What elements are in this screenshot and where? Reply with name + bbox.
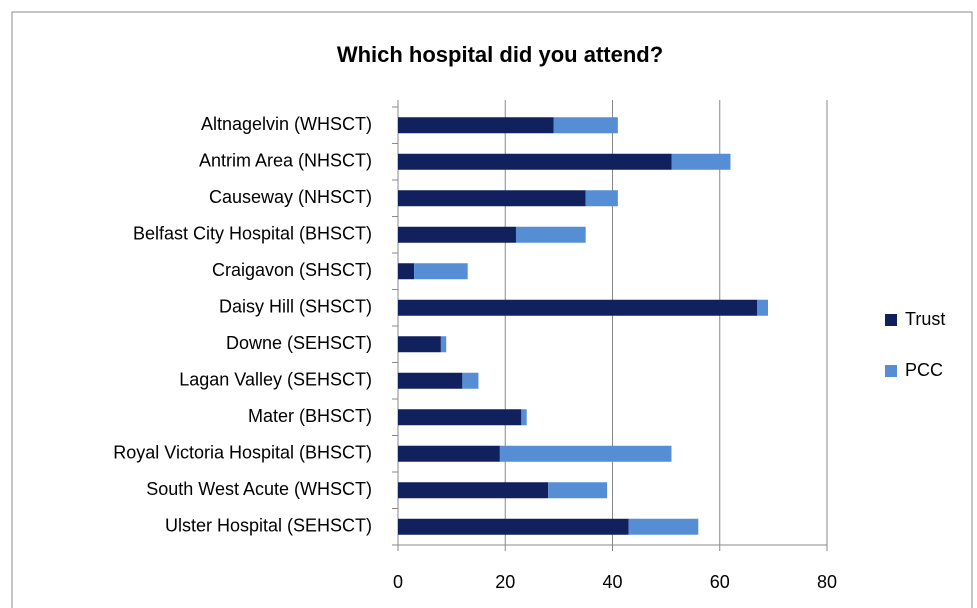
bar-segment (398, 263, 415, 280)
y-tick-label: Causeway (NHSCT) (209, 187, 372, 207)
y-tick-label: Downe (SEHSCT) (226, 333, 372, 353)
bar-segment (398, 190, 586, 207)
y-tick-label: Daisy Hill (SHSCT) (219, 297, 372, 317)
x-tick-label: 80 (817, 572, 837, 592)
bar-segment (548, 482, 608, 499)
y-tick-label: Craigavon (SHSCT) (212, 260, 372, 280)
bar-segment (398, 226, 516, 243)
y-tick-label: Belfast City Hospital (BHSCT) (133, 224, 372, 244)
bar-segment (757, 299, 769, 316)
legend-swatch (885, 314, 897, 326)
y-tick-label: Royal Victoria Hospital (BHSCT) (113, 443, 372, 463)
bar-segment (398, 445, 500, 462)
legend-label: Trust (905, 309, 945, 329)
y-tick-label: Altnagelvin (WHSCT) (201, 114, 372, 134)
x-tick-label: 60 (710, 572, 730, 592)
bar-segment (398, 409, 522, 426)
bar-segment (398, 336, 441, 353)
chart-title: Which hospital did you attend? (337, 42, 663, 67)
bar-segment (499, 445, 672, 462)
bar-segment (398, 117, 554, 134)
x-tick-label: 20 (495, 572, 515, 592)
legend-swatch (885, 365, 897, 377)
bar-segment (671, 153, 731, 170)
bar-segment (440, 336, 447, 353)
bar-segment (515, 226, 586, 243)
bar-segment (398, 518, 629, 535)
y-tick-label: South West Acute (WHSCT) (146, 479, 372, 499)
bar-segment (553, 117, 618, 134)
bar-segment (398, 299, 758, 316)
x-tick-label: 0 (393, 572, 403, 592)
y-tick-label: Ulster Hospital (SEHSCT) (165, 516, 372, 536)
bar-segment (414, 263, 468, 280)
bar-segment (521, 409, 527, 426)
y-tick-label: Mater (BHSCT) (248, 406, 372, 426)
bar-segment (462, 372, 479, 389)
bar-segment (398, 372, 463, 389)
bar-segment (398, 482, 549, 499)
y-tick-label: Antrim Area (NHSCT) (199, 151, 372, 171)
legend-label: PCC (905, 360, 943, 380)
bar-segment (628, 518, 699, 535)
y-tick-label: Lagan Valley (SEHSCT) (179, 370, 372, 390)
x-tick-label: 40 (602, 572, 622, 592)
bar-segment (585, 190, 618, 207)
bar-segment (398, 153, 672, 170)
